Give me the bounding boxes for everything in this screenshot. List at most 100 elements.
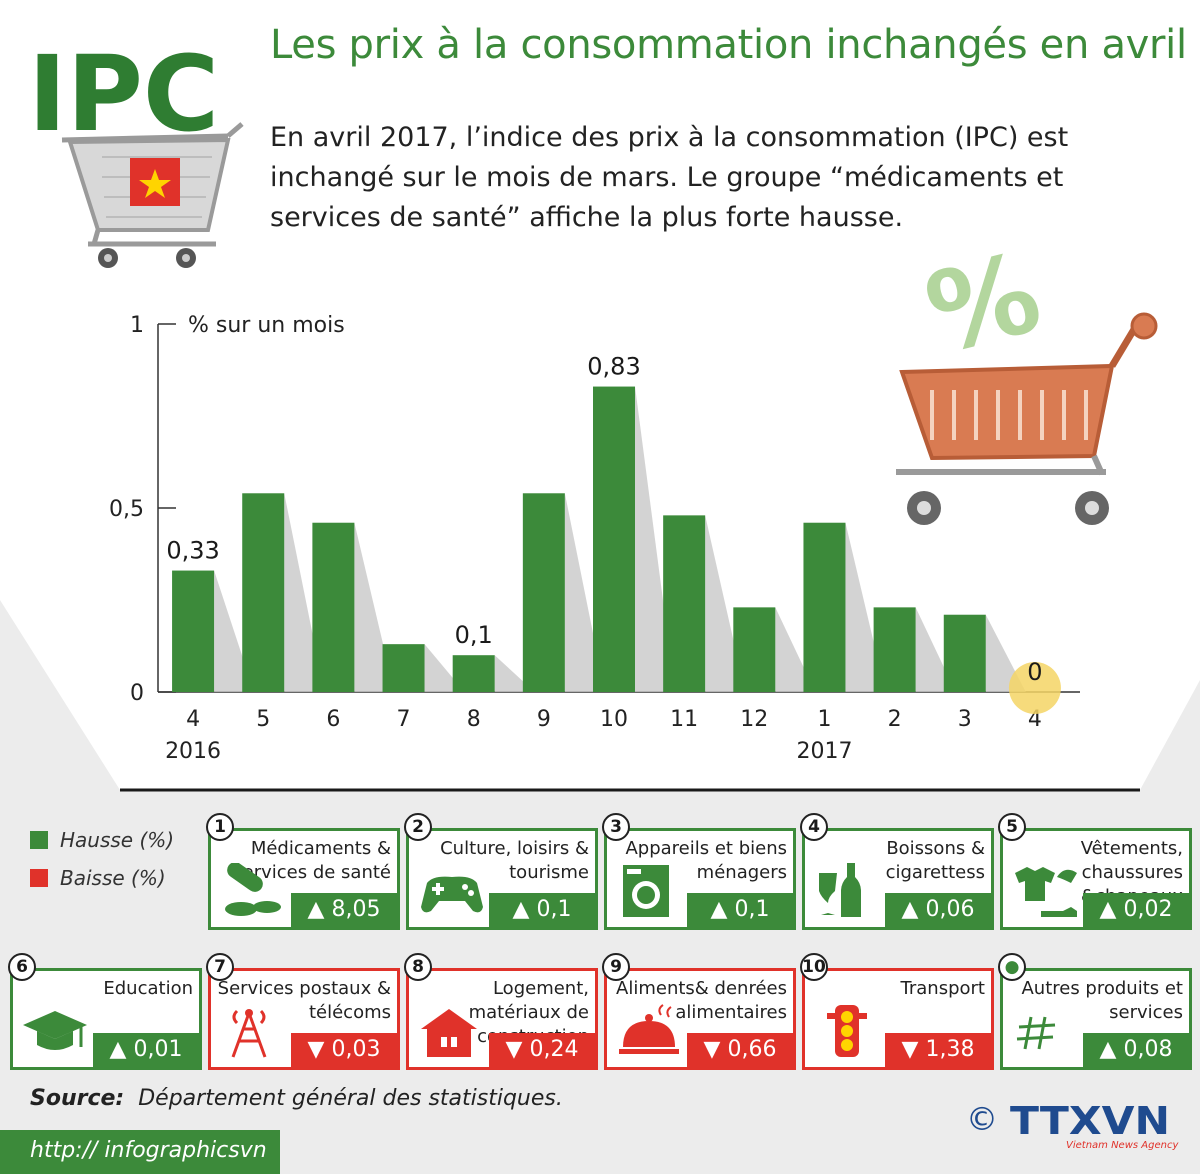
bar <box>873 607 916 692</box>
agency-subtitle: Vietnam News Agency <box>1066 1140 1179 1151</box>
y-axis-label: % sur un mois <box>188 313 345 338</box>
group-card-8: 8 Logement, matériaux de construction ▼ … <box>404 953 598 1070</box>
x-tick-label: 1 <box>817 707 831 732</box>
x-tick-label: 2 <box>888 707 902 732</box>
group-card-2: 2 Culture, loisirs & tourisme ▲ 0,1 <box>404 813 598 930</box>
group-label: Culture, loisirs & tourisme <box>440 838 589 883</box>
bar-shadow <box>705 515 746 692</box>
graduation-cap-icon <box>23 1011 87 1050</box>
group-value: ▲ 0,01 <box>93 1033 199 1067</box>
data-label: 0,83 <box>587 353 640 381</box>
group-number: 9 <box>602 953 630 981</box>
data-label: 0,1 <box>455 621 493 649</box>
hash-icon <box>1016 1016 1056 1050</box>
x-tick-label: 7 <box>397 707 411 732</box>
y-tick-label: 1 <box>130 313 144 338</box>
pills-icon <box>225 863 281 916</box>
x-tick-label: 6 <box>326 707 340 732</box>
ipc-cart-logo: IPC <box>28 33 244 268</box>
bar <box>663 515 706 692</box>
bar <box>172 570 215 692</box>
percent-cart-illustration: % <box>896 240 1158 525</box>
clothes-icon <box>1015 867 1077 917</box>
source-text: Département général des statistiques. <box>138 1086 563 1111</box>
group-number: 7 <box>206 953 234 981</box>
drinks-icon <box>819 863 861 917</box>
data-label: 0,33 <box>166 537 219 565</box>
group-card-10: 10 Transport ▼ 1,38 <box>800 953 994 1070</box>
group-number: 8 <box>404 953 432 981</box>
group-label: Appareils et biens ménagers <box>625 838 787 883</box>
group-value: ▼ 0,24 <box>489 1033 595 1067</box>
gamepad-icon <box>421 876 483 913</box>
group-value: ▼ 0,03 <box>291 1033 397 1067</box>
bar <box>593 386 635 692</box>
group-label: Services postaux & télécoms <box>217 978 391 1023</box>
group-label: Autres produits et services <box>1021 978 1183 1023</box>
group-number: 3 <box>602 813 630 841</box>
group-number: 1 <box>206 813 234 841</box>
group-card-3: 3 Appareils et biens ménagers ▲ 0,1 <box>602 813 796 930</box>
group-label: Education <box>103 978 193 999</box>
group-value: ▼ 0,66 <box>687 1033 793 1067</box>
bar <box>312 522 355 692</box>
x-tick-label: 8 <box>467 707 481 732</box>
group-number: 6 <box>8 953 36 981</box>
page-title: Les prix à la consommation inchangés en … <box>270 22 1187 68</box>
x-tick-label: 4 <box>186 707 200 732</box>
group-number: 5 <box>998 813 1026 841</box>
source-label: Source: <box>30 1086 125 1111</box>
house-icon <box>421 1009 477 1057</box>
legend-hausse: Hausse (%) <box>30 828 174 852</box>
legend-swatch-baisse <box>30 869 48 887</box>
group-value: ▲ 0,1 <box>489 893 595 927</box>
legend-swatch-hausse <box>30 831 48 849</box>
x-tick-label: 5 <box>256 707 270 732</box>
bar-shadow <box>354 522 395 692</box>
legend-baisse-label: Baisse (%) <box>60 866 166 890</box>
intro-text: En avril 2017, l’indice des prix à la co… <box>270 122 1069 233</box>
bar <box>382 644 425 692</box>
x-tick-label: 12 <box>740 707 768 732</box>
antenna-icon <box>231 1009 267 1058</box>
x-tick-label: 10 <box>600 707 628 732</box>
bar-shadow <box>985 614 1026 692</box>
source-note: Source: Département général des statisti… <box>30 1086 563 1111</box>
legend-baisse: Baisse (%) <box>30 866 174 890</box>
washing-machine-icon <box>623 865 669 917</box>
group-value: ▲ 8,05 <box>291 893 397 927</box>
bar <box>803 522 846 692</box>
group-number: ● <box>998 953 1026 981</box>
group-value: ▲ 0,08 <box>1083 1033 1189 1067</box>
group-number: 10 <box>800 953 828 981</box>
group-card-other: ● Autres produits et services ▲ 0,08 <box>998 953 1192 1070</box>
food-cloche-icon <box>619 1004 679 1054</box>
bar <box>522 493 565 692</box>
group-label: Médicaments & services de santé <box>233 838 391 883</box>
group-card-7: 7 Services postaux & télécoms ▼ 0,03 <box>206 953 400 1070</box>
group-value: ▼ 1,38 <box>885 1033 991 1067</box>
x-tick-label: 3 <box>958 707 972 732</box>
y-tick-label: 0 <box>130 681 144 706</box>
bar <box>943 614 986 692</box>
data-label: 0 <box>1027 658 1042 686</box>
footer-bar <box>0 1130 280 1174</box>
group-label: Transport <box>900 978 985 999</box>
ttxvn-logo: © TTXVN Vietnam News Agency <box>966 1099 1179 1151</box>
highlight-circle <box>1008 662 1061 714</box>
group-value: ▲ 0,02 <box>1083 893 1189 927</box>
year-label: 2017 <box>796 739 852 764</box>
group-value: ▲ 0,06 <box>885 893 991 927</box>
group-label: Aliments& denrées alimentaires <box>616 978 787 1023</box>
year-label: 2016 <box>165 739 221 764</box>
legend-hausse-label: Hausse (%) <box>60 828 175 852</box>
footer-url: http:// infographicsvn <box>30 1138 267 1163</box>
x-tick-label: 11 <box>670 707 698 732</box>
agency-name: TTXVN <box>1010 1099 1170 1143</box>
group-number: 2 <box>404 813 432 841</box>
group-card-5: 5 Vêtements, chaussures &chapeaux ▲ 0,02 <box>998 813 1192 930</box>
x-tick-label: 9 <box>537 707 551 732</box>
svg-text:%: % <box>914 240 1052 379</box>
copyright-symbol: © <box>966 1100 998 1138</box>
